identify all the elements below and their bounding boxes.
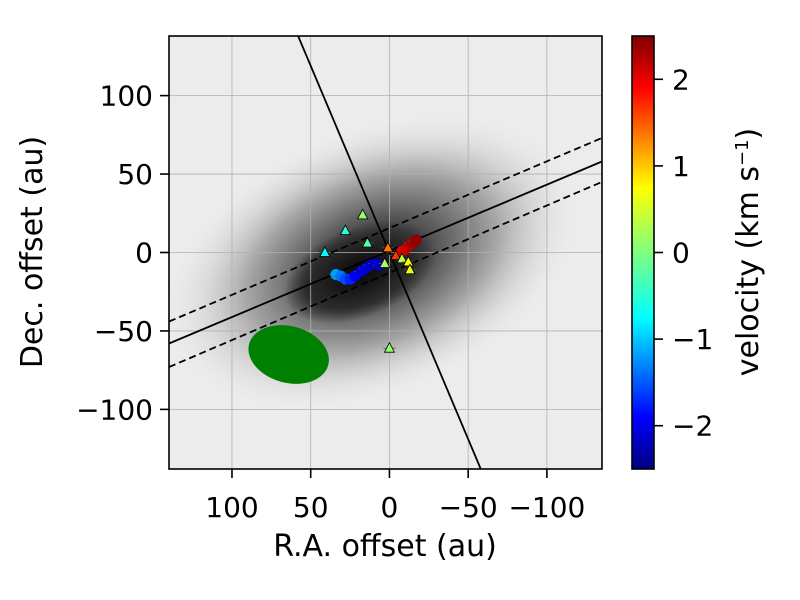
colorbar-tick-label: −1 bbox=[672, 323, 713, 356]
data-point-triangle bbox=[357, 208, 369, 220]
data-point-triangle bbox=[383, 341, 396, 353]
data-point-triangle bbox=[339, 224, 352, 235]
y-tick-label: −50 bbox=[94, 315, 153, 348]
minor-axis-line bbox=[297, 36, 482, 469]
data-point-triangle bbox=[402, 255, 414, 267]
colorbar-tick-label: 2 bbox=[672, 63, 690, 96]
colorbar-tick-label: 1 bbox=[672, 150, 690, 183]
data-point-triangle bbox=[396, 252, 408, 264]
y-tick-label: −100 bbox=[76, 393, 153, 426]
data-markers bbox=[318, 208, 424, 353]
y-tick-label: 50 bbox=[117, 158, 153, 191]
x-tick-label: 50 bbox=[293, 491, 329, 524]
colorbar-ticks: 2 1 0 −1 −2 bbox=[654, 63, 713, 443]
x-tick-label: −50 bbox=[439, 491, 498, 524]
data-point-triangle bbox=[390, 249, 402, 261]
x-axis-label: R.A. offset (au) bbox=[273, 529, 497, 564]
axis-lines bbox=[169, 36, 602, 469]
data-point-triangle bbox=[361, 236, 374, 248]
data-point-triangle bbox=[379, 257, 391, 268]
plot-area bbox=[169, 36, 602, 469]
beam-ellipse bbox=[248, 325, 329, 384]
colorbar bbox=[631, 35, 655, 470]
major-axis-lower-line bbox=[169, 181, 602, 368]
x-tick-label: −100 bbox=[508, 491, 585, 524]
y-axis-ticks: 100 50 0 −50 −100 bbox=[76, 80, 169, 426]
data-point-triangle bbox=[404, 263, 416, 275]
colorbar-label: velocity (km s−1) bbox=[731, 128, 766, 377]
y-tick-label: 0 bbox=[135, 237, 153, 270]
data-point-circle bbox=[410, 234, 422, 246]
major-axis-upper-line bbox=[169, 137, 602, 323]
x-tick-label: 100 bbox=[205, 491, 258, 524]
colorbar-tick-label: 0 bbox=[672, 237, 690, 270]
major-axis-line bbox=[169, 160, 602, 345]
data-point-triangle bbox=[382, 241, 394, 253]
x-tick-label: 0 bbox=[381, 491, 399, 524]
x-axis-ticks: 100 50 0 −50 −100 bbox=[205, 469, 585, 524]
data-point-triangle bbox=[319, 246, 331, 257]
y-tick-label: 100 bbox=[100, 80, 153, 113]
colorbar-tick-label: −2 bbox=[672, 410, 713, 443]
y-axis-label: Dec. offset (au) bbox=[15, 136, 50, 368]
